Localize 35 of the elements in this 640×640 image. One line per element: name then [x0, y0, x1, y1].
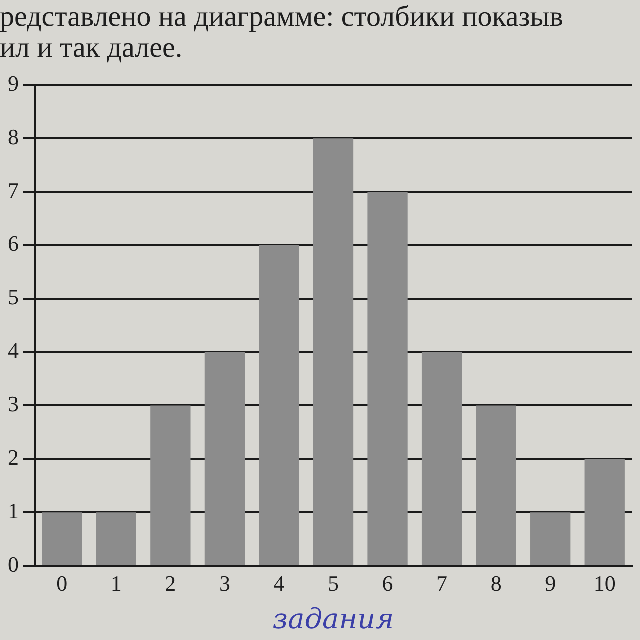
bar — [259, 245, 300, 565]
x-tick-label: 1 — [110, 570, 122, 596]
y-tick-label: 2 — [8, 444, 19, 470]
y-tick-label: 6 — [8, 231, 19, 256]
bar — [42, 512, 82, 565]
x-tick-label: 2 — [165, 570, 176, 596]
y-tick-label: 4 — [8, 338, 19, 364]
x-tick-label: 8 — [490, 570, 502, 596]
bar — [584, 459, 625, 565]
bar — [368, 192, 408, 565]
y-tick-label: 7 — [8, 178, 19, 203]
x-tick-label: 5 — [328, 570, 339, 596]
y-tick-label: 9 — [8, 70, 19, 96]
x-axis-title: задания — [272, 602, 394, 636]
y-tick-label: 1 — [8, 498, 19, 524]
x-tick-label: 0 — [56, 570, 68, 596]
y-tick-label: 8 — [8, 124, 19, 150]
bar — [150, 406, 191, 565]
x-tick-label: 9 — [545, 570, 556, 596]
text: ил и так далее. — [0, 32, 184, 64]
bar — [422, 352, 462, 565]
bar — [313, 138, 354, 565]
text: редставлено на диаграмме: столбики показыв — [0, 1, 564, 33]
x-tick-label: 6 — [382, 570, 394, 596]
bar — [96, 512, 136, 565]
x-tick-label: 10 — [594, 570, 616, 596]
x-tick-label: 7 — [436, 570, 448, 596]
x-tick-label: 3 — [219, 570, 230, 596]
y-tick-label: 3 — [8, 392, 19, 417]
bar — [204, 352, 246, 565]
x-tick-label: 4 — [274, 570, 285, 596]
bar — [530, 512, 571, 565]
y-tick-label: 5 — [8, 284, 19, 310]
bar — [476, 406, 516, 565]
y-tick-label: 0 — [8, 552, 19, 577]
